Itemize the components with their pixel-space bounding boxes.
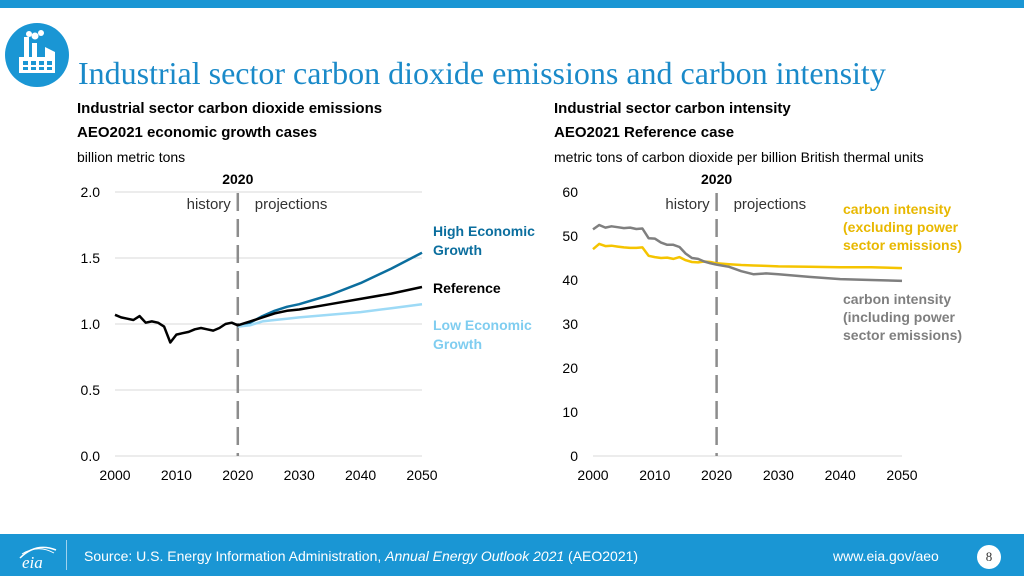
x-tick-label: 2050 — [886, 467, 917, 483]
x-tick-label: 2020 — [222, 467, 253, 483]
y-tick-label: 30 — [562, 316, 578, 332]
y-tick-label: 20 — [562, 360, 578, 376]
x-tick-label: 2050 — [406, 467, 437, 483]
left-chart-subtitle-1: Industrial sector carbon dioxide emissio… — [77, 100, 383, 117]
y-tick-label: 2.0 — [81, 184, 101, 200]
footer-source: Source: U.S. Energy Information Administ… — [84, 548, 638, 564]
series-label-line: (including power — [843, 309, 956, 325]
series-label: carbon intensity (including power sector e… — [843, 291, 962, 343]
top-accent-bar — [0, 0, 1024, 8]
series-label: Reference — [433, 280, 501, 296]
page-number: 8 — [977, 545, 1001, 569]
x-tick-label: 2000 — [577, 467, 608, 483]
x-tick-label: 2030 — [284, 467, 315, 483]
projections-label: projections — [734, 196, 807, 213]
divider-year-label: 2020 — [222, 171, 253, 187]
series-label-line: High Economic — [433, 223, 535, 239]
series-label: Low Economic Growth — [433, 317, 532, 352]
y-tick-label: 1.5 — [81, 250, 101, 266]
eia-logo: eia — [16, 540, 60, 577]
series-label-line: (excluding power — [843, 219, 959, 235]
page-title: Industrial sector carbon dioxide emissio… — [78, 55, 886, 91]
series-label-line: sector emissions) — [843, 327, 962, 343]
y-tick-label: 50 — [562, 228, 578, 244]
series-label-line: sector emissions) — [843, 237, 962, 253]
left-chart-subtitle-2: AEO2021 economic growth cases — [77, 124, 318, 141]
footer-source-suffix: (AEO2021) — [564, 548, 639, 564]
series-label-line: Growth — [433, 242, 482, 258]
y-tick-label: 60 — [562, 184, 578, 200]
y-tick-label: 40 — [562, 272, 578, 288]
divider-year-label: 2020 — [701, 171, 732, 187]
series-line-reference — [114, 285, 423, 344]
series-label-line: carbon intensity — [843, 201, 951, 217]
projections-label: projections — [255, 196, 328, 213]
footer-source-prefix: Source: U.S. Energy Information Administ… — [84, 548, 386, 564]
series-label-line: Reference — [433, 280, 501, 296]
series-label: carbon intensity (excluding power sector e… — [843, 201, 962, 253]
history-label: history — [187, 196, 232, 213]
history-label: history — [665, 196, 710, 213]
x-tick-label: 2040 — [825, 467, 856, 483]
x-tick-label: 2020 — [701, 467, 732, 483]
footer-divider — [66, 540, 67, 570]
right-chart-subtitle-2: AEO2021 Reference case — [554, 124, 735, 141]
series-line-low-economic-growth — [237, 302, 423, 328]
footer-bar — [0, 534, 1024, 576]
x-tick-label: 2030 — [763, 467, 794, 483]
x-tick-label: 2010 — [161, 467, 192, 483]
eia-logo-text: eia — [22, 553, 43, 572]
series-line-carbon-intensity-including-power-sector-emissions — [592, 223, 903, 283]
y-tick-label: 10 — [562, 404, 578, 420]
series-line-carbon-intensity-excluding-power-sector-emissions — [592, 242, 903, 270]
footer-source-title: Annual Energy Outlook 2021 — [385, 548, 565, 564]
y-tick-label: 1.0 — [81, 316, 101, 332]
right-chart-subtitle-1: Industrial sector carbon intensity — [554, 100, 791, 117]
series-label-line: carbon intensity — [843, 291, 951, 307]
footer-url-link[interactable]: www.eia.gov/aeo — [833, 548, 939, 564]
series-label: High Economic Growth — [433, 223, 535, 258]
right-chart-unit: metric tons of carbon dioxide per billio… — [554, 149, 924, 165]
left-chart-unit: billion metric tons — [77, 149, 186, 165]
x-tick-label: 2000 — [99, 467, 130, 483]
industry-factory-icon — [5, 23, 69, 87]
x-tick-label: 2010 — [639, 467, 670, 483]
y-tick-label: 0.0 — [81, 448, 101, 464]
series-label-line: Low Economic — [433, 317, 532, 333]
x-tick-label: 2040 — [345, 467, 376, 483]
y-tick-label: 0.5 — [81, 382, 101, 398]
series-label-line: Growth — [433, 336, 482, 352]
y-tick-label: 0 — [570, 448, 578, 464]
